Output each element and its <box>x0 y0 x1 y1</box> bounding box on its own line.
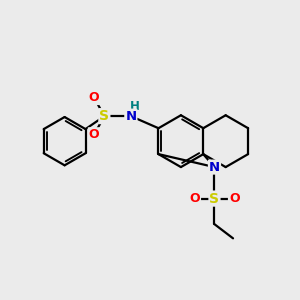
Text: N: N <box>125 110 136 123</box>
Text: O: O <box>189 192 200 205</box>
Text: N: N <box>209 160 220 174</box>
Text: O: O <box>89 91 99 104</box>
Text: S: S <box>209 192 220 206</box>
Text: O: O <box>89 128 99 141</box>
Text: H: H <box>130 100 139 113</box>
Text: S: S <box>99 109 110 123</box>
Text: O: O <box>229 192 239 205</box>
